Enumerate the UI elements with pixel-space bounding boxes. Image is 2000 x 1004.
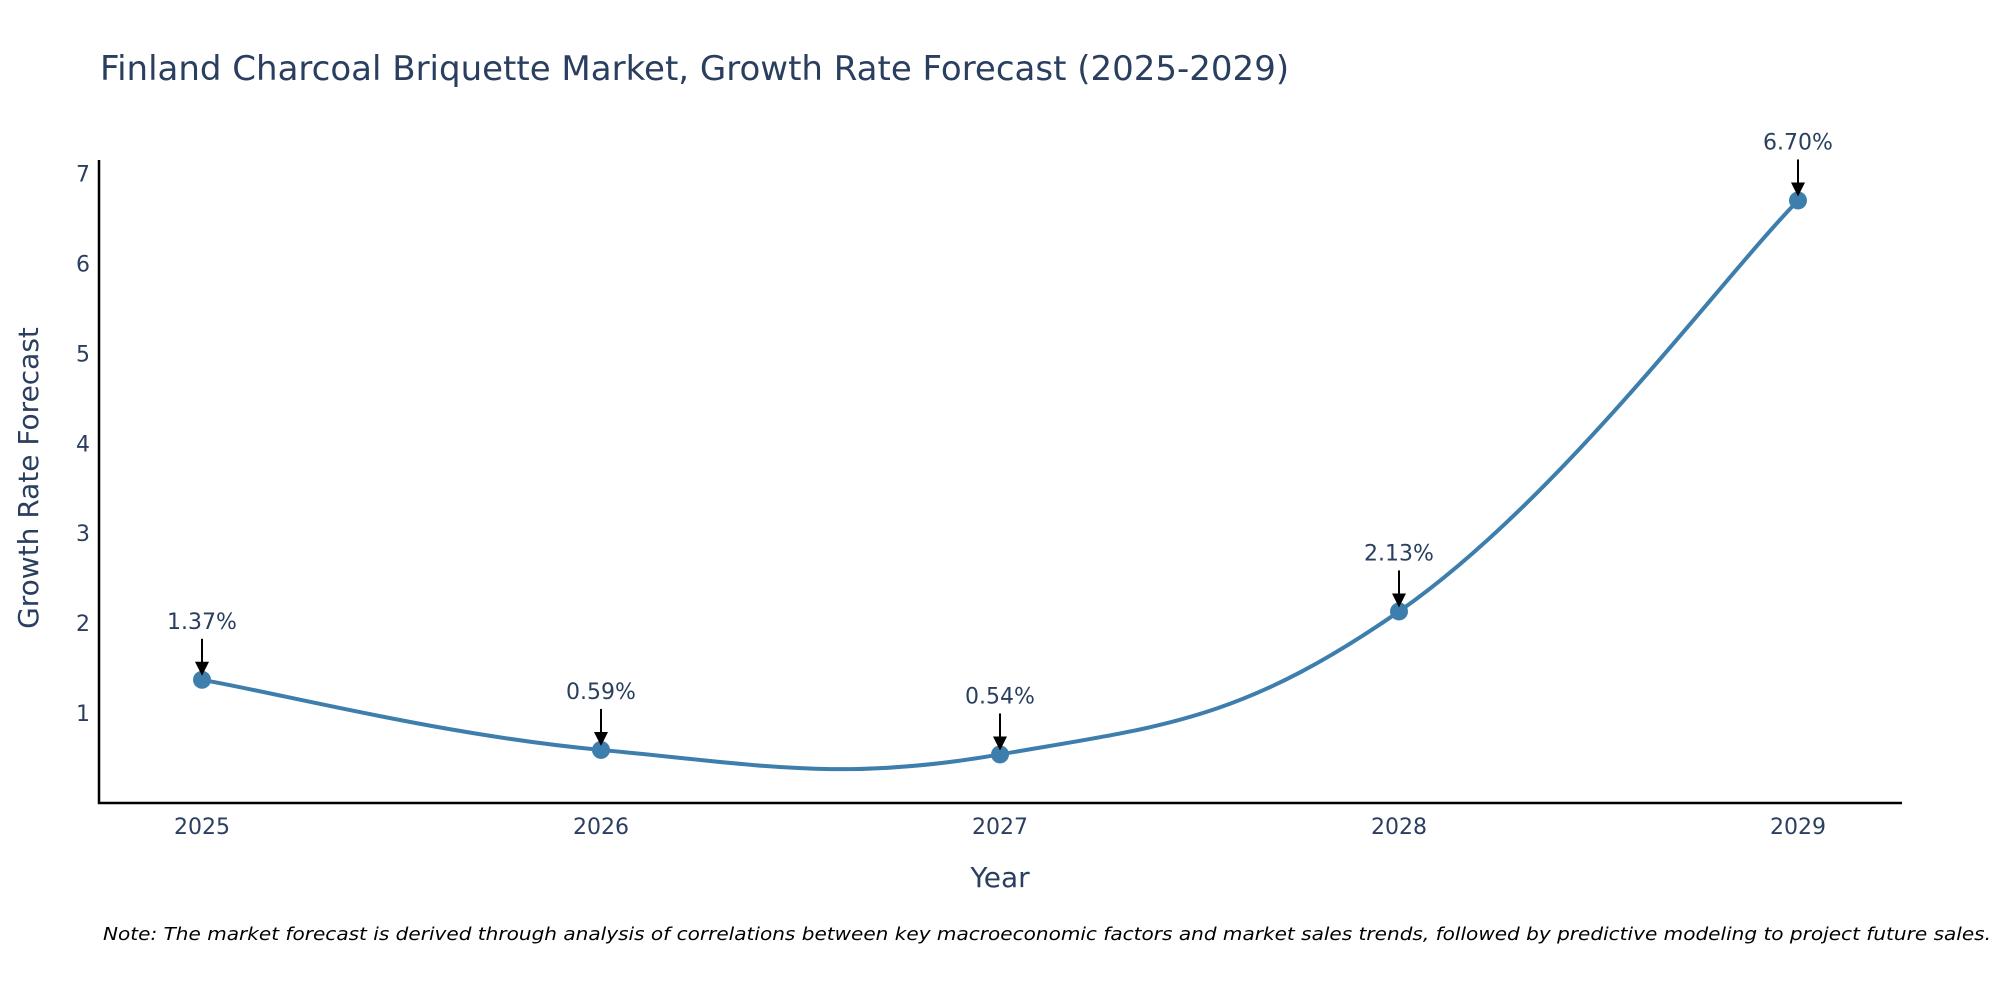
y-tick-label: 4 [76, 432, 90, 457]
x-tick-label: 2028 [1371, 815, 1427, 840]
data-point [193, 670, 211, 689]
chart-note: Note: The market forecast is derived thr… [103, 924, 1991, 945]
series-line [201, 199, 1800, 772]
y-axis-title: Growth Rate Forecast [12, 327, 45, 629]
y-tick-label: 3 [76, 522, 90, 547]
data-label: 2.13% [1364, 541, 1434, 566]
data-markers [193, 191, 1807, 764]
data-point [592, 740, 610, 759]
y-axis-ticks: 1 2 3 4 5 6 7 [76, 162, 90, 727]
data-point [991, 745, 1009, 764]
x-axis-ticks: 2025 2026 2027 2028 2029 [174, 815, 1826, 840]
x-tick-label: 2027 [972, 815, 1028, 840]
annotation-arrow-head [993, 736, 1007, 751]
chart-title: Finland Charcoal Briquette Market, Growt… [100, 49, 1289, 89]
data-label: 1.37% [167, 610, 237, 635]
y-tick-label: 2 [76, 612, 90, 637]
y-tick-label: 6 [76, 252, 90, 277]
data-label: 0.54% [965, 684, 1035, 709]
x-tick-label: 2029 [1770, 815, 1826, 840]
data-label: 6.70% [1763, 130, 1833, 155]
y-tick-label: 5 [76, 342, 90, 367]
data-label: 0.59% [566, 680, 636, 705]
y-tick-label: 1 [76, 702, 90, 727]
annotation-arrow-head [594, 731, 608, 746]
x-axis-title: Year [969, 861, 1030, 894]
annotation-arrow-head [1392, 593, 1406, 608]
data-point [1390, 602, 1408, 621]
y-tick-label: 7 [76, 162, 90, 187]
x-tick-label: 2026 [573, 815, 629, 840]
data-point [1789, 191, 1807, 210]
annotation-arrow-head [1791, 182, 1805, 197]
data-annotations: 1.37% 0.59% 0.54% 2.13% 6.70% [167, 130, 1833, 751]
x-tick-label: 2025 [174, 815, 230, 840]
annotation-arrow-head [195, 661, 209, 676]
